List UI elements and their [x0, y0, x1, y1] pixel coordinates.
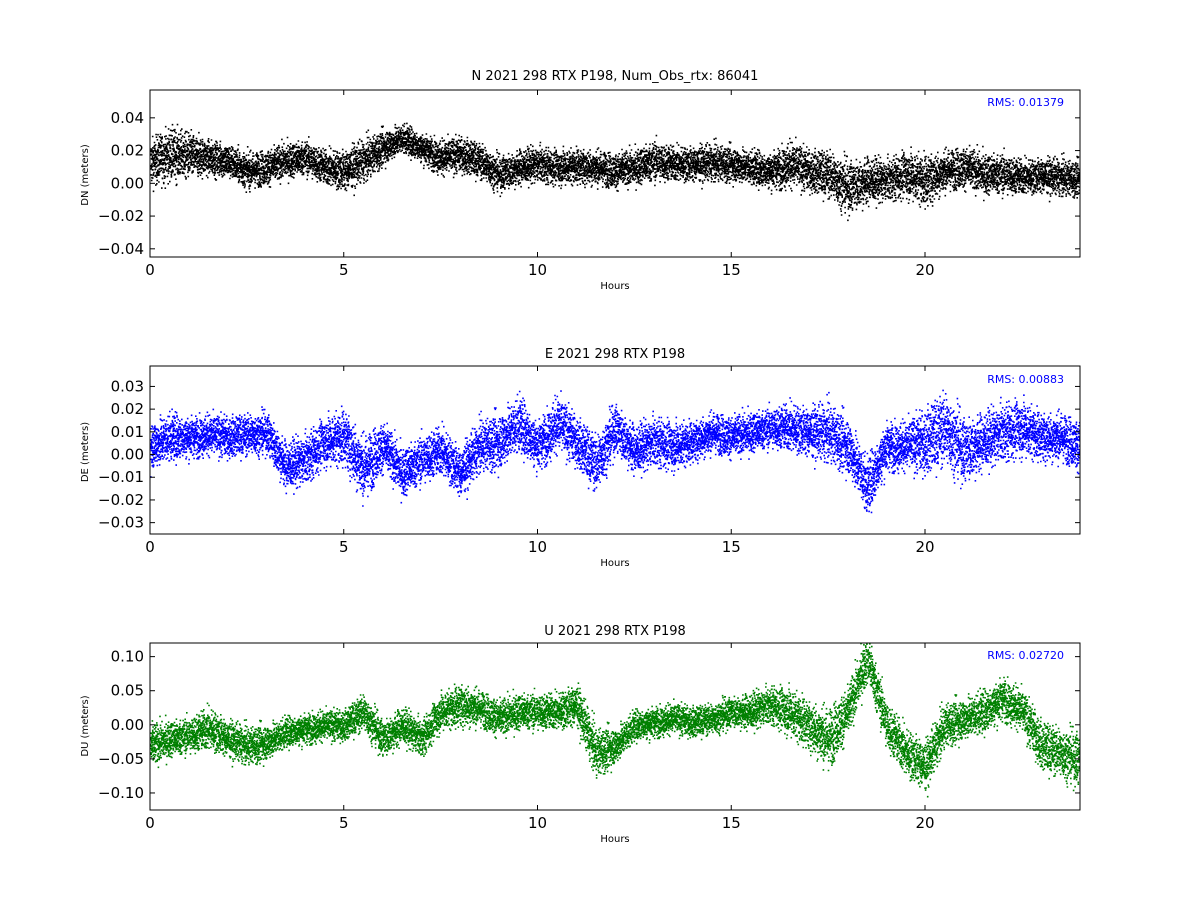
east-xtick-label: 0: [145, 538, 155, 556]
north-ytick-label: 0.00: [111, 174, 144, 192]
north-scatter-points: [150, 122, 1080, 222]
east-xtick-label: 15: [722, 538, 741, 556]
up-xlabel: Hours: [600, 834, 629, 845]
panel-east: E 2021 298 RTX P198 0 5 10 15 20 −0.03 −0.02 −0…: [80, 347, 1081, 569]
east-xtick-label: 20: [915, 538, 934, 556]
up-data-markers: [150, 643, 1080, 798]
up-xtick-label: 0: [145, 814, 155, 832]
east-xlabel: Hours: [600, 558, 629, 569]
north-title: N 2021 298 RTX P198, Num_Obs_rtx: 86041: [472, 69, 759, 84]
north-xtick-label: 15: [722, 261, 741, 279]
north-data-markers: [150, 122, 1080, 222]
east-data-markers: [150, 389, 1080, 514]
east-title: E 2021 298 RTX P198: [545, 347, 685, 362]
east-ytick-label: 0.01: [111, 423, 144, 441]
east-xtick-label: 10: [528, 538, 547, 556]
panel-north: N 2021 298 RTX P198, Num_Obs_rtx: 86041 …: [80, 69, 1081, 292]
east-scatter-points: [150, 389, 1080, 514]
up-xtick-label: 20: [915, 814, 934, 832]
north-ytick-label: −0.02: [98, 207, 144, 225]
east-ylabel: DE (meters): [80, 422, 91, 482]
up-scatter-points: [150, 643, 1080, 798]
east-axes-frame: [149, 365, 1081, 535]
east-rms-annotation: RMS: 0.00883: [987, 373, 1064, 386]
up-xtick-label: 5: [339, 814, 349, 832]
up-rms-annotation: RMS: 0.02720: [987, 649, 1064, 662]
north-ytick-label: −0.04: [98, 240, 144, 258]
east-ytick-label: 0.03: [111, 377, 144, 395]
north-xtick-label: 20: [915, 261, 934, 279]
up-ytick-label: 0.00: [111, 716, 144, 734]
north-xtick-label: 10: [528, 261, 547, 279]
up-ytick-label: −0.10: [98, 784, 144, 802]
up-ylabel: DU (meters): [80, 695, 91, 756]
up-title: U 2021 298 RTX P198: [544, 624, 686, 639]
north-xlabel: Hours: [600, 281, 629, 292]
north-ylabel: DN (meters): [80, 144, 91, 206]
east-ytick-label: 0.02: [111, 400, 144, 418]
panel-up: U 2021 298 RTX P198 0 5 10 15 20 −0.10 −0.05 0.…: [80, 624, 1081, 845]
north-xtick-label: 0: [145, 261, 155, 279]
north-ytick-label: 0.04: [111, 109, 144, 127]
up-ytick-label: 0.10: [111, 648, 144, 666]
up-xtick-label: 15: [722, 814, 741, 832]
up-axes-frame: [149, 642, 1081, 811]
up-xtick-label: 10: [528, 814, 547, 832]
up-ytick-label: 0.05: [111, 682, 144, 700]
east-xtick-label: 5: [339, 538, 349, 556]
up-ytick-label: −0.05: [98, 750, 144, 768]
north-axes-frame: [149, 89, 1081, 258]
east-ytick-label: −0.02: [98, 491, 144, 509]
north-rms-annotation: RMS: 0.01379: [987, 96, 1064, 109]
east-ytick-label: −0.01: [98, 468, 144, 486]
north-ytick-label: 0.02: [111, 142, 144, 160]
north-xtick-label: 5: [339, 261, 349, 279]
east-ytick-label: 0.00: [111, 446, 144, 464]
east-ytick-label: −0.03: [98, 514, 144, 532]
